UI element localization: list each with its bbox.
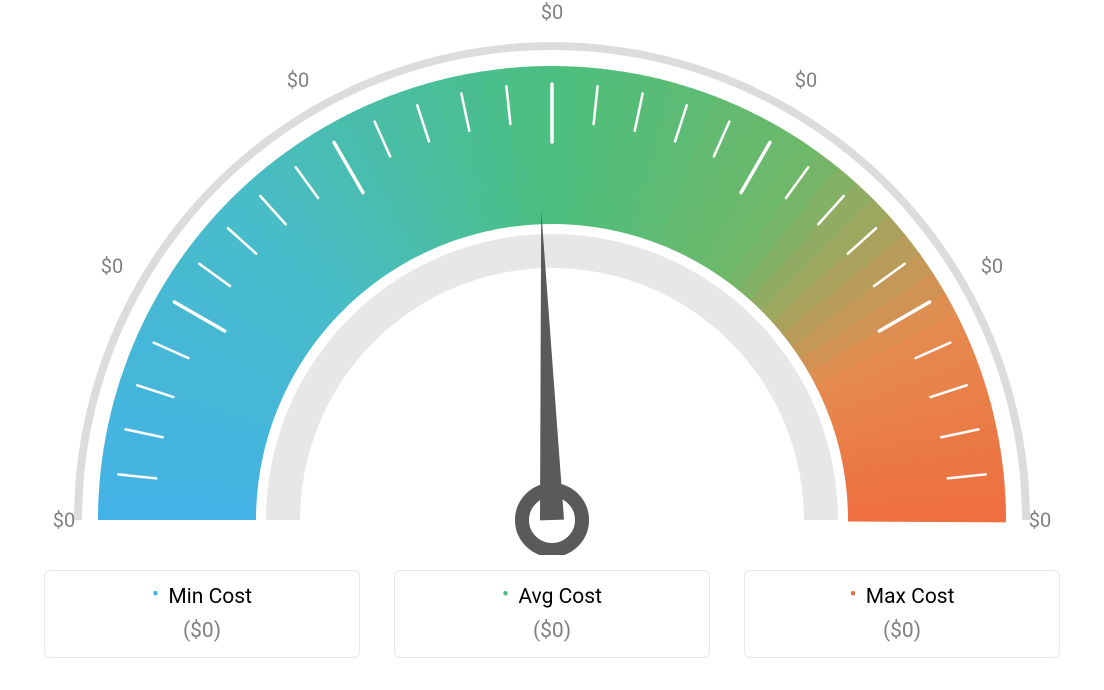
gauge-tick-label: $0 bbox=[981, 254, 1003, 278]
legend-label-max: Max Cost bbox=[866, 585, 955, 609]
legend-title-avg: • Avg Cost bbox=[395, 585, 709, 609]
legend-card-min: • Min Cost ($0) bbox=[44, 570, 360, 658]
legend-card-max: • Max Cost ($0) bbox=[744, 570, 1060, 658]
gauge-svg bbox=[0, 0, 1104, 555]
legend-dot-min: • bbox=[152, 583, 159, 607]
legend-title-max: • Max Cost bbox=[745, 585, 1059, 609]
gauge-chart: $0 $0 $0 $0 $0 $0 $0 bbox=[0, 0, 1104, 555]
legend-dot-avg: • bbox=[502, 583, 509, 607]
legend-row: • Min Cost ($0) • Avg Cost ($0) • Max Co… bbox=[0, 570, 1104, 658]
legend-value-avg: ($0) bbox=[395, 619, 709, 643]
legend-label-avg: Avg Cost bbox=[518, 585, 602, 609]
legend-value-min: ($0) bbox=[45, 619, 359, 643]
gauge-tick-label: $0 bbox=[287, 68, 309, 92]
gauge-tick-label: $0 bbox=[1029, 508, 1051, 532]
legend-label-min: Min Cost bbox=[168, 585, 252, 609]
gauge-tick-label: $0 bbox=[53, 508, 75, 532]
gauge-tick-label: $0 bbox=[795, 68, 817, 92]
gauge-tick-label: $0 bbox=[101, 254, 123, 278]
gauge-tick-label: $0 bbox=[541, 0, 563, 24]
legend-card-avg: • Avg Cost ($0) bbox=[394, 570, 710, 658]
legend-value-max: ($0) bbox=[745, 619, 1059, 643]
legend-dot-max: • bbox=[849, 583, 856, 607]
legend-title-min: • Min Cost bbox=[45, 585, 359, 609]
